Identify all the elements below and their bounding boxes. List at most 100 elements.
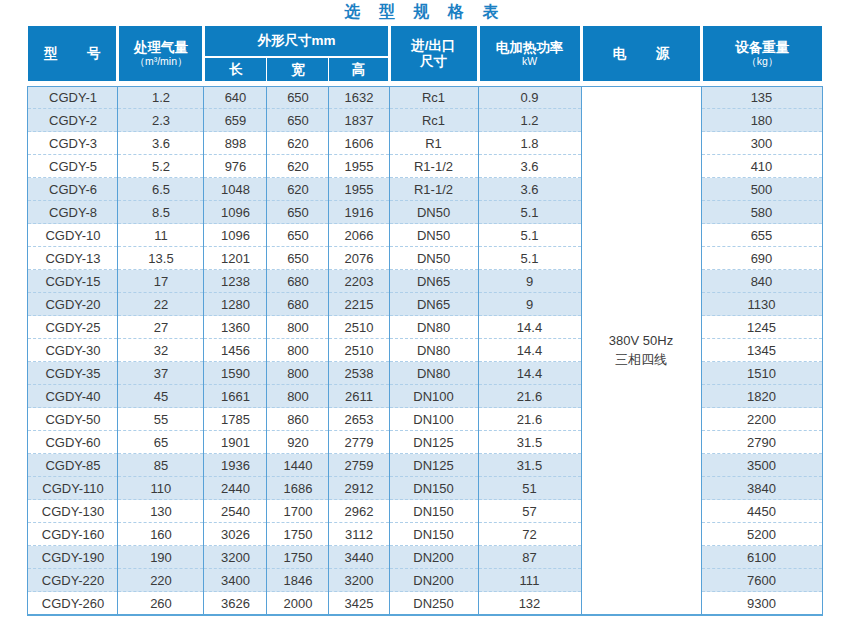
weight-cell: 7600 xyxy=(701,569,822,592)
airflow-cell: 260 xyxy=(118,592,204,616)
height-cell: 2076 xyxy=(329,247,389,270)
port-cell: DN125 xyxy=(389,454,478,477)
width-cell: 1846 xyxy=(267,569,329,592)
length-cell: 2440 xyxy=(204,477,267,500)
power-cell: 9 xyxy=(478,293,581,316)
width-cell: 680 xyxy=(267,270,329,293)
airflow-cell: 65 xyxy=(118,431,204,454)
power-cell: 87 xyxy=(478,546,581,569)
table-row: CGDY-85 85 1936 1440 2759 DN125 31.5 350… xyxy=(28,454,822,477)
table-row: CGDY-30 32 1456 800 2510 DN80 14.4 1345 xyxy=(28,339,822,362)
model-cell: CGDY-30 xyxy=(28,339,118,362)
width-cell: 920 xyxy=(267,431,329,454)
header-weight: 设备重量 （kg） xyxy=(701,26,822,84)
model-cell: CGDY-20 xyxy=(28,293,118,316)
width-cell: 650 xyxy=(267,84,329,109)
length-cell: 3400 xyxy=(204,569,267,592)
header-power-line1: 电加热功率 xyxy=(480,40,580,56)
port-cell: DN125 xyxy=(389,431,478,454)
height-cell: 2066 xyxy=(329,224,389,247)
width-cell: 800 xyxy=(267,362,329,385)
height-cell: 2203 xyxy=(329,270,389,293)
length-cell: 1201 xyxy=(204,247,267,270)
length-cell: 3626 xyxy=(204,592,267,616)
power-cell: 21.6 xyxy=(478,408,581,431)
width-cell: 800 xyxy=(267,316,329,339)
spec-table-header: 型 号 处理气量 （m³/min） 外形尺寸mm 进/出口 尺寸 电加热功率 k… xyxy=(28,26,822,84)
length-cell: 1238 xyxy=(204,270,267,293)
weight-cell: 300 xyxy=(701,132,822,155)
width-cell: 800 xyxy=(267,339,329,362)
port-cell: DN150 xyxy=(389,500,478,523)
header-port-size: 进/出口 尺寸 xyxy=(389,26,478,84)
port-cell: DN50 xyxy=(389,201,478,224)
weight-cell: 655 xyxy=(701,224,822,247)
model-cell: CGDY-13 xyxy=(28,247,118,270)
length-cell: 1360 xyxy=(204,316,267,339)
port-cell: DN50 xyxy=(389,247,478,270)
table-row: CGDY-260 260 3626 2000 3425 DN250 132 93… xyxy=(28,592,822,616)
power-cell: 5.1 xyxy=(478,247,581,270)
header-port-line1: 进/出口 xyxy=(391,38,477,54)
table-row: CGDY-15 17 1238 680 2203 DN65 9 840 xyxy=(28,270,822,293)
port-cell: DN50 xyxy=(389,224,478,247)
length-cell: 1456 xyxy=(204,339,267,362)
height-cell: 2538 xyxy=(329,362,389,385)
width-cell: 1686 xyxy=(267,477,329,500)
power-cell: 132 xyxy=(478,592,581,616)
power-cell: 3.6 xyxy=(478,178,581,201)
table-row: CGDY-2 2.3 659 650 1837 Rc1 1.2 180 xyxy=(28,109,822,132)
airflow-cell: 110 xyxy=(118,477,204,500)
table-row: CGDY-25 27 1360 800 2510 DN80 14.4 1245 xyxy=(28,316,822,339)
weight-cell: 3500 xyxy=(701,454,822,477)
spec-table-body: CGDY-1 1.2 640 650 1632 Rc1 0.9 380V 50H… xyxy=(28,84,822,616)
weight-cell: 1245 xyxy=(701,316,822,339)
power-cell: 5.1 xyxy=(478,201,581,224)
port-cell: DN150 xyxy=(389,523,478,546)
height-cell: 1606 xyxy=(329,132,389,155)
height-cell: 2653 xyxy=(329,408,389,431)
airflow-cell: 45 xyxy=(118,385,204,408)
port-cell: DN80 xyxy=(389,316,478,339)
weight-cell: 500 xyxy=(701,178,822,201)
height-cell: 3425 xyxy=(329,592,389,616)
length-cell: 1936 xyxy=(204,454,267,477)
model-cell: CGDY-3 xyxy=(28,132,118,155)
header-dimensions: 外形尺寸mm xyxy=(204,26,389,57)
power-cell: 1.2 xyxy=(478,109,581,132)
airflow-cell: 27 xyxy=(118,316,204,339)
header-heating-power: 电加热功率 kW xyxy=(478,26,581,84)
port-cell: DN100 xyxy=(389,408,478,431)
power-cell: 72 xyxy=(478,523,581,546)
length-cell: 3026 xyxy=(204,523,267,546)
model-cell: CGDY-130 xyxy=(28,500,118,523)
model-cell: CGDY-260 xyxy=(28,592,118,616)
table-row: CGDY-13 13.5 1201 650 2076 DN50 5.1 690 xyxy=(28,247,822,270)
page-title: 选 型 规 格 表 xyxy=(0,0,850,23)
width-cell: 650 xyxy=(267,109,329,132)
table-row: CGDY-130 130 2540 1700 2962 DN150 57 445… xyxy=(28,500,822,523)
weight-cell: 1820 xyxy=(701,385,822,408)
length-cell: 976 xyxy=(204,155,267,178)
power-cell: 14.4 xyxy=(478,316,581,339)
width-cell: 860 xyxy=(267,408,329,431)
length-cell: 1096 xyxy=(204,224,267,247)
power-cell: 3.6 xyxy=(478,155,581,178)
model-cell: CGDY-50 xyxy=(28,408,118,431)
model-cell: CGDY-2 xyxy=(28,109,118,132)
table-row: CGDY-35 37 1590 800 2538 DN80 14.4 1510 xyxy=(28,362,822,385)
power-cell: 111 xyxy=(478,569,581,592)
model-cell: CGDY-60 xyxy=(28,431,118,454)
height-cell: 2779 xyxy=(329,431,389,454)
height-cell: 3440 xyxy=(329,546,389,569)
airflow-cell: 3.6 xyxy=(118,132,204,155)
model-cell: CGDY-110 xyxy=(28,477,118,500)
port-cell: DN65 xyxy=(389,293,478,316)
width-cell: 1750 xyxy=(267,523,329,546)
header-dim-width: 宽 xyxy=(267,57,329,84)
width-cell: 620 xyxy=(267,132,329,155)
width-cell: 620 xyxy=(267,155,329,178)
height-cell: 1632 xyxy=(329,84,389,109)
port-cell: DN150 xyxy=(389,477,478,500)
port-cell: Rc1 xyxy=(389,84,478,109)
